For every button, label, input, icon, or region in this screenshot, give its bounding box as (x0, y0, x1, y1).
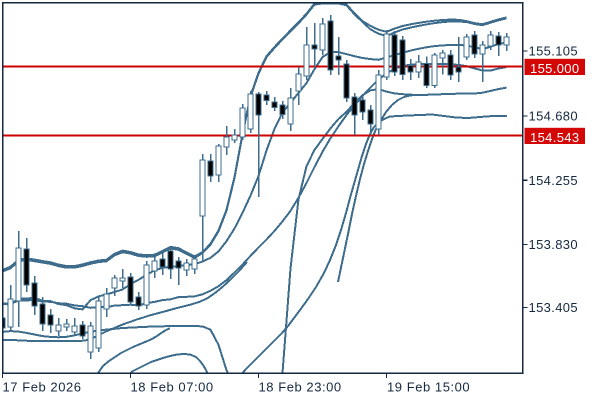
svg-text:154.255: 154.255 (529, 173, 578, 188)
svg-text:155.000: 155.000 (530, 61, 579, 76)
svg-text:153.830: 153.830 (529, 237, 578, 252)
svg-text:153.405: 153.405 (529, 300, 578, 315)
svg-text:154.543: 154.543 (530, 130, 579, 145)
svg-text:19 Feb 15:00: 19 Feb 15:00 (387, 380, 470, 395)
svg-text:155.105: 155.105 (529, 44, 578, 59)
svg-text:17 Feb 2026: 17 Feb 2026 (3, 380, 82, 395)
svg-text:18 Feb 23:00: 18 Feb 23:00 (259, 380, 342, 395)
svg-text:18 Feb 07:00: 18 Feb 07:00 (131, 380, 214, 395)
svg-text:154.680: 154.680 (529, 109, 578, 124)
